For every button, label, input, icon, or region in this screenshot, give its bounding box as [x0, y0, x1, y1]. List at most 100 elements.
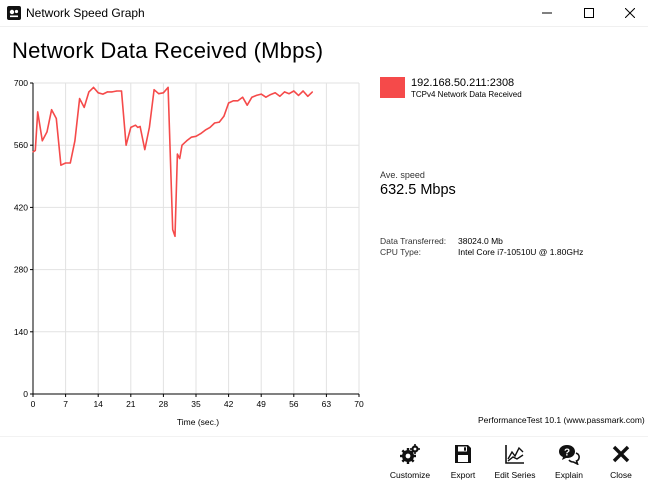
data-point	[34, 149, 36, 152]
chart-grid	[32, 82, 360, 395]
data-point	[218, 121, 220, 123]
data-point	[37, 111, 39, 113]
x-tick-label: 63	[322, 399, 332, 409]
data-point	[181, 144, 183, 146]
data-point	[88, 91, 90, 93]
data-point	[260, 93, 262, 95]
data-point	[311, 91, 313, 93]
data-point	[209, 126, 211, 128]
x-tick-label: 7	[63, 399, 68, 409]
data-point	[139, 125, 141, 128]
data-point	[125, 144, 127, 146]
data-point	[158, 93, 160, 95]
average-speed-label: Ave. speed	[380, 170, 425, 180]
window-close-icon	[625, 8, 635, 18]
x-tick-label: 0	[31, 399, 36, 409]
data-point	[214, 122, 216, 124]
x-tick-label: 70	[354, 399, 364, 409]
data-point	[246, 104, 248, 106]
title-bar: Network Speed Graph	[0, 0, 648, 27]
data-point	[172, 229, 174, 231]
legend-address: 192.168.50.211:2308	[411, 77, 515, 89]
data-point	[55, 117, 57, 120]
data-point	[167, 86, 169, 88]
data-point	[153, 89, 155, 91]
data-point	[144, 149, 146, 151]
data-point	[283, 91, 286, 93]
data-point	[223, 115, 225, 117]
data-point	[41, 140, 43, 142]
data-point	[200, 133, 202, 135]
data-point	[111, 91, 113, 93]
data-point	[190, 136, 192, 138]
data-point	[265, 96, 267, 98]
data-point	[162, 92, 164, 94]
data-point	[174, 235, 176, 237]
data-point	[83, 106, 85, 108]
data-point	[102, 93, 104, 95]
data-point	[274, 92, 276, 94]
maximize-icon	[584, 8, 594, 18]
y-tick-label: 700	[14, 78, 28, 88]
data-point	[92, 86, 95, 88]
toolbar-label-customize: Customize	[389, 470, 431, 480]
data-point	[60, 164, 62, 166]
minimize-button[interactable]	[529, 0, 565, 26]
y-tick-label: 140	[14, 327, 28, 337]
svg-text:?: ?	[564, 448, 570, 459]
x-tick-label: 14	[93, 399, 103, 409]
data-point	[148, 126, 150, 128]
x-tick-label: 28	[159, 399, 169, 409]
data-point	[228, 102, 230, 104]
x-tick-label: 35	[191, 399, 201, 409]
y-tick-label: 280	[14, 265, 28, 275]
data-point	[79, 98, 81, 100]
x-tick-label: 49	[256, 399, 266, 409]
gears-icon	[400, 444, 420, 464]
series-line	[32, 86, 313, 238]
close-button[interactable]: Close	[593, 440, 648, 485]
legend-series-name: TCPv4 Network Data Received	[411, 90, 522, 99]
legend-swatch	[380, 77, 405, 98]
data-transferred-label: Data Transferred:	[380, 236, 447, 246]
close-x-icon	[612, 445, 630, 463]
help-bubble-icon: ?	[559, 445, 580, 465]
data-point	[69, 162, 71, 164]
edit-series-button[interactable]: Edit Series	[487, 440, 543, 485]
customize-button[interactable]: Customize	[382, 440, 438, 485]
data-point	[130, 126, 132, 128]
data-point	[307, 95, 309, 97]
window-close-button[interactable]	[612, 0, 648, 26]
data-point	[297, 94, 300, 96]
explain-button[interactable]: ? Explain	[541, 440, 597, 485]
x-tick-label: 42	[224, 399, 234, 409]
data-point	[269, 94, 272, 96]
export-button[interactable]: Export	[435, 440, 491, 485]
x-tick-label: 21	[126, 399, 136, 409]
data-point	[179, 157, 181, 160]
save-icon	[455, 445, 471, 463]
page-title: Network Data Received (Mbps)	[12, 38, 324, 63]
data-point	[137, 126, 139, 128]
cpu-type-label: CPU Type:	[380, 247, 421, 257]
chart-series	[32, 86, 313, 238]
data-point	[204, 129, 206, 131]
toolbar-divider	[0, 436, 648, 437]
maximize-button[interactable]	[571, 0, 607, 26]
x-axis-label: Time (sec.)	[177, 417, 219, 427]
brand-text: PerformanceTest 10.1 (www.passmark.com)	[478, 415, 645, 425]
data-point	[255, 94, 258, 96]
data-point	[186, 140, 188, 142]
toolbar-label-explain: Explain	[555, 470, 583, 480]
data-point	[232, 100, 234, 102]
data-point	[134, 124, 137, 126]
toolbar-label-edit-series: Edit Series	[494, 470, 536, 480]
data-point	[106, 91, 109, 93]
data-point	[116, 90, 118, 92]
data-point	[302, 90, 304, 92]
data-point	[46, 131, 48, 133]
data-point	[97, 92, 99, 94]
minimize-icon	[542, 12, 552, 14]
data-point	[242, 96, 244, 98]
